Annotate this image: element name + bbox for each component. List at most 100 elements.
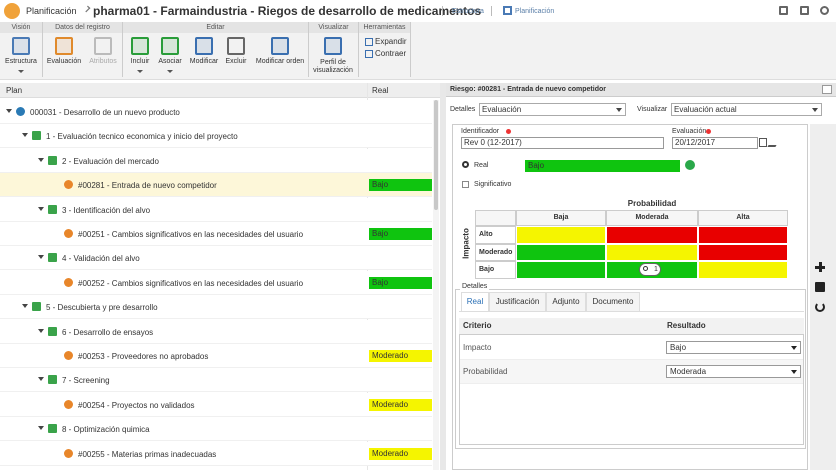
expander[interactable] — [22, 133, 28, 138]
text-input[interactable]: Rev 0 (12-2017) — [461, 137, 664, 149]
filter-label: Visualizar — [637, 106, 668, 113]
tab[interactable]: Documento — [586, 292, 640, 312]
expander[interactable] — [38, 157, 44, 162]
tree-row[interactable]: 2 - Evaluación del mercado — [0, 148, 432, 173]
matrix-cell[interactable] — [516, 226, 606, 244]
header-link[interactable]: Planificación — [515, 8, 555, 15]
real-status[interactable] — [685, 160, 695, 170]
ribbon-button[interactable]: Incluir — [130, 58, 150, 65]
dropdown-caret — [137, 70, 143, 73]
text-input[interactable]: 20/12/2017 — [672, 137, 758, 149]
matrix-axis: Impacto — [461, 228, 471, 259]
tree-row[interactable]: 000031 - Desarrollo de un nuevo producto — [0, 100, 432, 124]
separator — [442, 6, 443, 16]
ribbon-group-label: Visualizar — [309, 22, 359, 33]
row-icon — [32, 302, 41, 312]
tab[interactable]: Adjunto — [546, 292, 586, 312]
result-select[interactable]: Moderada — [666, 365, 801, 378]
expander[interactable] — [38, 377, 44, 382]
splitter[interactable] — [440, 83, 446, 470]
ribbon-button[interactable]: Evaluación — [46, 58, 82, 65]
save-button[interactable] — [815, 282, 825, 292]
header-button[interactable] — [779, 6, 788, 15]
tab[interactable]: Justificación — [489, 292, 546, 312]
tree-row[interactable]: 1 - Evaluación tecnico economica y inici… — [0, 124, 432, 149]
expander[interactable] — [22, 304, 28, 309]
tree-row[interactable]: 3 - Identificación del alvo — [0, 197, 432, 222]
field-label: Evaluación — [672, 128, 707, 135]
ribbon-button[interactable]: Modificar — [189, 58, 219, 65]
ribbon-button[interactable]: Perfil de visualización — [313, 59, 353, 74]
expander[interactable] — [38, 255, 44, 260]
app-icon[interactable] — [4, 3, 20, 19]
ribbon-icon — [131, 37, 149, 55]
app-name[interactable]: Planificación — [26, 6, 77, 16]
table-column: Resultado — [667, 321, 706, 330]
ribbon-button[interactable]: Excluir — [225, 58, 247, 65]
header-button[interactable] — [820, 6, 829, 15]
select[interactable]: Evaluación actual — [671, 103, 822, 116]
matrix-cell[interactable] — [698, 244, 788, 261]
marker-icon — [643, 266, 648, 271]
tree-row[interactable]: 5 - Descubierta y pre desarrollo — [0, 295, 432, 320]
tree-row[interactable]: #00254 - Proyectos no validados Moderado — [0, 392, 432, 417]
tree-row[interactable]: 6 - Desarrollo de ensayos — [0, 319, 432, 344]
row-label: 1 - Evaluación tecnico economica y inici… — [46, 132, 238, 142]
tree-row[interactable]: 4 - Validación del alvo — [0, 246, 432, 271]
matrix-cell[interactable] — [698, 226, 788, 244]
matrix-cell[interactable] — [606, 244, 698, 261]
row-label: 2 - Evaluación del mercado — [62, 156, 159, 166]
ribbon-small-button[interactable]: Contraer — [375, 49, 407, 58]
ribbon-icon — [227, 37, 245, 55]
ribbon-small-button[interactable]: Expandir — [375, 37, 407, 46]
tree-row[interactable]: #00253 - Proveedores no aprobados Moderad… — [0, 344, 432, 368]
tree-row[interactable]: #00255 - Materias primas inadecuadas Mode… — [0, 441, 432, 466]
refresh-button[interactable] — [815, 302, 825, 312]
add-button[interactable] — [815, 262, 825, 272]
tree-row[interactable]: #00281 - Entrada de nuevo competidor Bajo — [0, 173, 432, 198]
expander[interactable] — [6, 109, 12, 113]
matrix-cell[interactable] — [606, 226, 698, 244]
tab[interactable]: Real — [461, 292, 489, 312]
matrix-row: Bajo — [475, 261, 516, 279]
header-button[interactable] — [800, 6, 809, 15]
dropdown-caret — [18, 70, 24, 73]
field-label: Identificador — [461, 128, 500, 135]
tree-row[interactable]: 8 - Optimización quimica — [0, 417, 432, 442]
ribbon-button[interactable]: Estructura — [5, 58, 37, 65]
panel-collapse[interactable] — [822, 85, 832, 94]
ribbon-button[interactable]: Atributos — [89, 58, 117, 65]
row-icon — [16, 107, 25, 116]
panel-title: Riesgo: #00281 - Entrada de nuevo compet… — [450, 86, 606, 93]
calendar-button[interactable] — [759, 138, 767, 147]
row-icon — [48, 204, 57, 214]
result-select[interactable]: Bajo — [666, 341, 801, 354]
matrix-cell[interactable] — [698, 261, 788, 279]
ribbon-button[interactable]: Asociar — [158, 58, 182, 65]
matrix-cell[interactable] — [516, 244, 606, 261]
ribbon-group-label: Herramientas — [359, 22, 411, 33]
row-icon — [48, 375, 57, 385]
matrix-marker[interactable]: 1 — [639, 263, 661, 276]
real-badge: Bajo — [369, 179, 432, 192]
ribbon-button[interactable]: Modificar orden — [255, 58, 305, 65]
tree-row[interactable]: #00251 - Cambios significativos en las n… — [0, 222, 432, 246]
row-label: 6 - Desarrollo de ensayos — [62, 327, 154, 337]
details-legend: Detalles — [460, 283, 490, 290]
expander[interactable] — [38, 426, 44, 431]
tree-row[interactable]: 7 - Screening — [0, 368, 432, 393]
matrix-cell[interactable] — [516, 261, 606, 279]
matrix-column: Moderada — [606, 210, 698, 226]
select-caret — [791, 346, 797, 350]
scroll-thumb[interactable] — [434, 100, 438, 210]
tree-row[interactable]: #00252 - Cambios significativos en las n… — [0, 270, 432, 295]
real-badge: Moderado — [369, 350, 432, 362]
select[interactable]: Evaluación — [479, 103, 626, 116]
link-icon[interactable] — [503, 6, 512, 15]
row-label: #00252 - Cambios significativos en las n… — [78, 278, 304, 288]
header-link[interactable]: Estructura — [452, 8, 484, 15]
checkbox[interactable] — [462, 181, 469, 188]
row-icon — [64, 180, 73, 190]
expander[interactable] — [38, 206, 44, 211]
expander[interactable] — [38, 328, 44, 333]
